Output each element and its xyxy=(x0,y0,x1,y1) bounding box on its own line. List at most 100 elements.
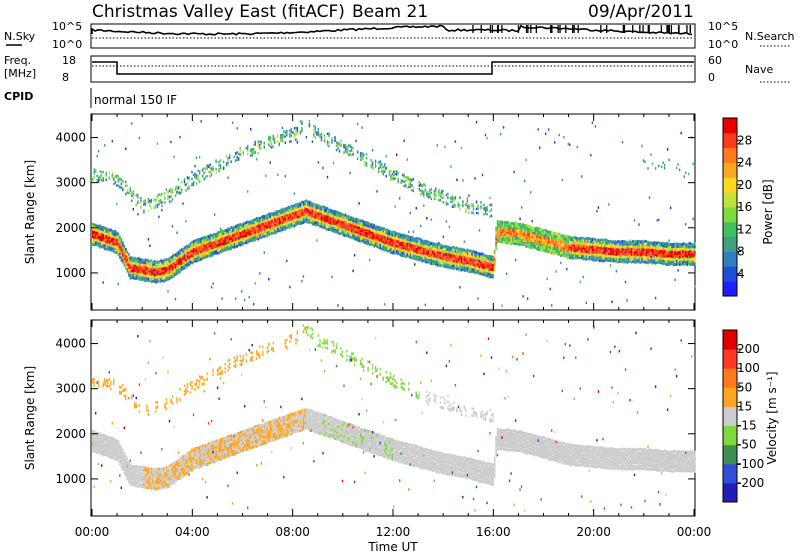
power-point xyxy=(630,244,633,248)
power-point xyxy=(290,134,293,137)
power-point xyxy=(325,221,327,225)
power-point xyxy=(578,239,580,243)
power-point xyxy=(555,249,558,253)
power-point xyxy=(448,261,451,265)
power-point xyxy=(575,256,577,259)
power-point xyxy=(429,193,431,196)
power-point xyxy=(471,267,473,271)
velocity-point xyxy=(110,441,112,445)
power-point xyxy=(688,250,690,254)
power-point xyxy=(692,262,695,266)
power-point xyxy=(400,233,403,237)
power-point xyxy=(353,237,356,241)
power-point xyxy=(209,242,211,246)
power-point xyxy=(474,271,476,274)
power-point xyxy=(484,265,487,269)
power-point xyxy=(179,267,181,271)
power-point xyxy=(114,251,117,254)
power-point xyxy=(609,247,612,251)
power-point xyxy=(599,246,601,250)
power-point xyxy=(293,206,296,210)
power-point xyxy=(540,238,543,242)
power-point xyxy=(367,237,369,241)
power-point xyxy=(436,144,438,147)
power-point xyxy=(287,213,290,217)
power-point xyxy=(368,230,371,234)
power-point xyxy=(678,263,681,267)
nsky-tick-bottom: 10^0 xyxy=(52,38,82,51)
power-point xyxy=(207,254,210,258)
power-point xyxy=(219,159,222,162)
velocity-point xyxy=(114,438,117,442)
power-point xyxy=(167,268,169,271)
power-point xyxy=(536,229,538,233)
power-point xyxy=(368,243,371,246)
power-point xyxy=(669,254,672,258)
power-point xyxy=(387,228,389,232)
power-point xyxy=(530,232,532,236)
power-point xyxy=(439,249,442,252)
power-point xyxy=(365,221,368,225)
power-point xyxy=(396,174,398,177)
velocity-point xyxy=(104,436,106,440)
power-point xyxy=(263,230,266,234)
power-point xyxy=(530,243,532,246)
power-point xyxy=(645,261,648,265)
power-point xyxy=(692,252,695,256)
power-point xyxy=(137,213,139,216)
power-point xyxy=(182,253,184,257)
freq-tick-bottom: 8 xyxy=(62,71,69,84)
power-point xyxy=(566,243,568,247)
power-point xyxy=(487,254,490,258)
power-point xyxy=(232,231,234,235)
power-point xyxy=(526,234,529,238)
velocity-point xyxy=(98,383,100,386)
velocity-point xyxy=(98,445,100,449)
power-point xyxy=(495,234,497,238)
velocity-point xyxy=(110,479,112,483)
power-point xyxy=(216,251,219,255)
power-point xyxy=(101,242,103,246)
power-point xyxy=(588,247,591,251)
power-point xyxy=(247,240,249,244)
power-point xyxy=(334,225,336,229)
power-point xyxy=(111,236,114,240)
power-point xyxy=(403,252,406,256)
power-point xyxy=(359,224,362,228)
power-point xyxy=(682,260,684,264)
power-point xyxy=(248,220,251,224)
power-point xyxy=(137,275,139,279)
power-point xyxy=(119,249,121,253)
power-point xyxy=(95,235,97,239)
power-point xyxy=(692,217,694,220)
power-point xyxy=(447,263,449,267)
power-point xyxy=(290,127,293,131)
power-point xyxy=(137,270,139,274)
power-point xyxy=(647,245,649,249)
power-point xyxy=(405,250,407,253)
power-point xyxy=(341,213,344,217)
power-point xyxy=(147,199,150,202)
power-point xyxy=(668,259,670,263)
power-point xyxy=(221,242,223,246)
power-point xyxy=(469,266,472,270)
power-point xyxy=(364,234,366,238)
power-point xyxy=(334,230,336,234)
power-point xyxy=(350,221,353,225)
power-point xyxy=(116,247,118,251)
power-point xyxy=(612,254,615,258)
power-point xyxy=(417,258,419,262)
power-point xyxy=(203,178,205,181)
power-point xyxy=(558,248,561,251)
power-point xyxy=(675,249,678,253)
power-point xyxy=(308,123,311,126)
power-point xyxy=(310,216,312,220)
power-point xyxy=(576,254,579,258)
power-point xyxy=(293,192,296,195)
power-point xyxy=(335,228,338,232)
power-point xyxy=(418,248,421,252)
power-point xyxy=(409,182,411,186)
power-point xyxy=(591,240,594,244)
power-point xyxy=(192,181,195,185)
power-point xyxy=(618,250,621,254)
